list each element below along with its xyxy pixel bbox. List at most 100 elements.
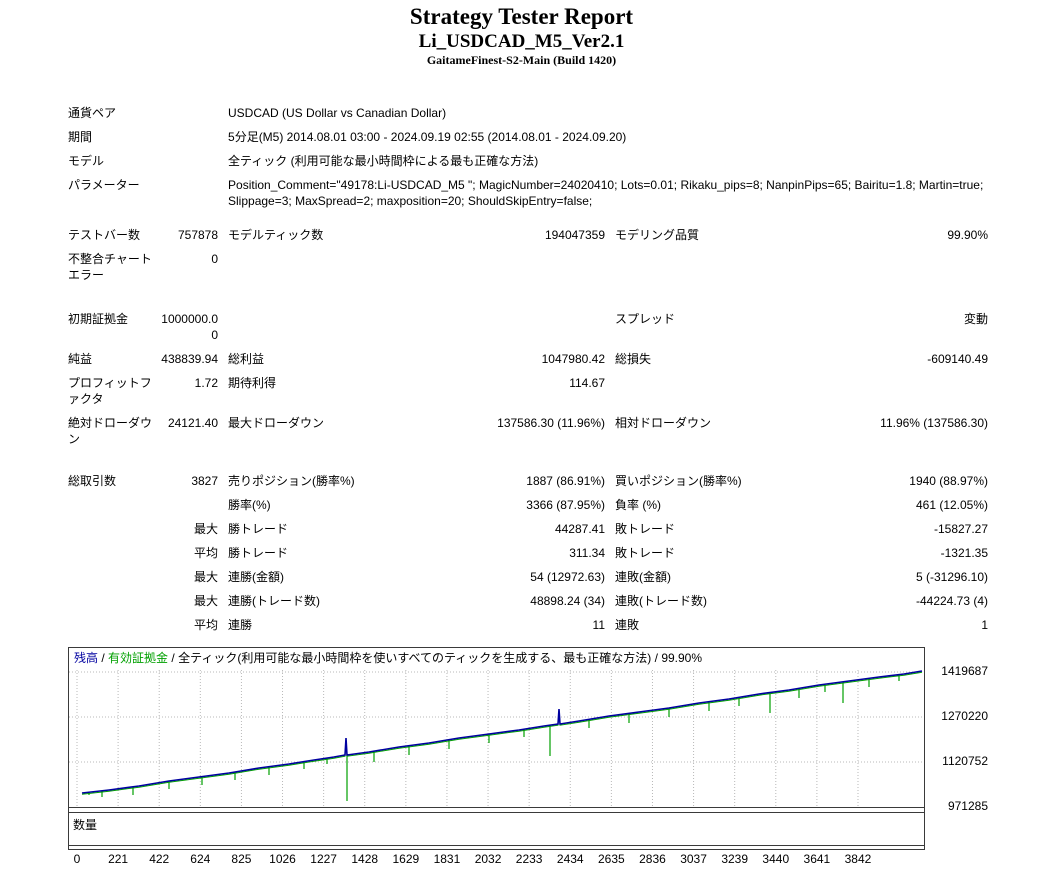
x-axis-tick-label: 3037 (680, 852, 707, 866)
report-value: 平均 (194, 546, 219, 560)
report-table: 通貨ペア USDCAD (US Dollar vs Canadian Dollar… (68, 101, 988, 637)
x-axis-tick-label: 1227 (310, 852, 337, 866)
report-label: 連敗 (615, 618, 640, 632)
report-label: 連勝(トレード数) (228, 594, 321, 608)
report-label: テストバー数 (68, 228, 141, 242)
report-value: 1000000.00 (161, 312, 219, 342)
server-build: GaitameFinest-S2-Main (Build 1420) (426, 53, 617, 67)
report-header: Strategy Tester Report Li_USDCAD_M5_Ver2… (0, 0, 1043, 68)
report-body: 通貨ペア USDCAD (US Dollar vs Canadian Dollar… (68, 101, 1043, 637)
report-label: 総取引数 (68, 474, 117, 488)
report-value: -609140.49 (927, 352, 989, 366)
report-value: 最大 (194, 522, 219, 536)
report-value: 48898.24 (34) (530, 594, 606, 608)
report-value: 最大 (194, 570, 219, 584)
report-label: 勝トレード (228, 522, 289, 536)
report-value: 114.67 (569, 376, 606, 390)
report-table-body: 通貨ペア USDCAD (US Dollar vs Canadian Dollar… (68, 101, 988, 637)
x-axis-tick-label: 825 (231, 852, 252, 866)
report-value: 461 (12.05%) (915, 498, 989, 512)
balance-legend: 残高 (74, 651, 99, 665)
volume-subplot: 数量 (69, 812, 924, 849)
report-label: 絶対ドローダウン (68, 416, 153, 446)
report-label: パラメーター (68, 178, 140, 192)
report-label: 全ティック (利用可能な最小時間枠による最も正確な方法) (228, 154, 539, 168)
report-label: 初期証拠金 (68, 312, 129, 326)
spacer-row (68, 213, 988, 223)
chart-section: 残高 / 有効証拠金 / 全ティック(利用可能な最小時間枠を使いすべてのティック… (68, 647, 1043, 877)
report-label: モデルティック数 (228, 228, 324, 242)
report-value: 1887 (86.91%) (526, 474, 606, 488)
report-label: 5分足(M5) 2014.08.01 03:00 - 2024.09.19 02… (228, 130, 627, 144)
report-value: 54 (12972.63) (530, 570, 606, 584)
report-label: モデル (68, 154, 105, 168)
report-empty-cell (68, 565, 158, 589)
report-label: モデリング品質 (615, 228, 700, 242)
report-value: 1940 (88.97%) (909, 474, 989, 488)
x-axis-tick-label: 2836 (639, 852, 666, 866)
balance-chart: 残高 / 有効証拠金 / 全ティック(利用可能な最小時間枠を使いすべてのティック… (68, 647, 925, 850)
report-value: 11.96% (137586.30) (880, 416, 989, 430)
report-empty-cell (68, 589, 158, 613)
report-label: 総利益 (228, 352, 265, 366)
report-label: 敗トレード (615, 546, 676, 560)
report-value: 137586.30 (11.96%) (497, 416, 606, 430)
report-value: 5 (-31296.10) (915, 570, 989, 584)
report-empty-cell (68, 613, 158, 637)
report-empty-cell (218, 247, 988, 287)
report-label: 期間 (68, 130, 93, 144)
report-label: 連勝(金額) (228, 570, 285, 584)
report-label: 純益 (68, 352, 93, 366)
y-axis-tick-label: 1120752 (942, 754, 988, 768)
report-value: 3827 (191, 474, 219, 488)
report-label: 買いポジション(勝率%) (615, 474, 742, 488)
y-axis-tick-label: 1270220 (941, 709, 988, 723)
report-label: 連敗(トレード数) (615, 594, 708, 608)
report-value: 1 (981, 618, 989, 632)
x-axis-tick-label: 624 (190, 852, 211, 866)
report-value: 44287.41 (554, 522, 606, 536)
report-label: 売りポジション(勝率%) (228, 474, 355, 488)
legend-separator: / (651, 651, 662, 665)
report-value: -15827.27 (933, 522, 989, 536)
report-label: USDCAD (US Dollar vs Canadian Dollar) (228, 106, 447, 120)
report-value: -44224.73 (4) (915, 594, 989, 608)
report-label: 相対ドローダウン (615, 416, 712, 430)
x-axis-tick-label: 2434 (556, 852, 584, 866)
report-value: 24121.40 (167, 416, 219, 430)
report-value: 311.34 (569, 546, 606, 560)
report-label: 総損失 (615, 352, 652, 366)
report-label: 勝率(%) (228, 498, 271, 512)
x-axis-tick-label: 221 (108, 852, 129, 866)
report-value: 最大 (194, 594, 219, 608)
report-label: 期待利得 (228, 376, 277, 390)
report-label: 最大ドローダウン (228, 416, 325, 430)
report-empty-cell (158, 493, 218, 517)
report-empty-cell (68, 493, 158, 517)
report-label: 不整合チャートエラー (68, 252, 152, 282)
report-label: 連勝 (228, 618, 253, 632)
report-label: プロフィットファクタ (68, 376, 152, 406)
report-label: 通貨ペア (68, 106, 117, 120)
volume-label: 数量 (73, 818, 98, 832)
report-value: 757878 (177, 228, 219, 242)
report-label: 連敗(金額) (615, 570, 672, 584)
y-axis-tick-label: 971285 (947, 799, 988, 813)
report-value: 11 (592, 618, 606, 632)
y-axis-tick-label: 1419687 (941, 664, 988, 678)
balance-equity-plot (69, 670, 924, 808)
x-axis-tick-label: 3641 (803, 852, 831, 866)
report-empty-cell (218, 307, 605, 347)
spacer-row (68, 287, 988, 307)
legend-separator: / (168, 651, 179, 665)
report-value: 3366 (87.95%) (526, 498, 606, 512)
model-legend: 全ティック(利用可能な最小時間枠を使いすべてのティックを生成する、最も正確な方法… (178, 651, 652, 665)
report-label: 勝トレード (228, 546, 289, 560)
report-empty-cell (605, 371, 988, 411)
page-title: Strategy Tester Report (409, 4, 634, 29)
report-empty-cell (68, 541, 158, 565)
x-axis-tick-label: 0 (73, 852, 81, 866)
report-value: -1321.35 (940, 546, 989, 560)
x-axis-tick-label: 3842 (844, 852, 872, 866)
x-axis-tick-label: 2032 (474, 852, 502, 866)
